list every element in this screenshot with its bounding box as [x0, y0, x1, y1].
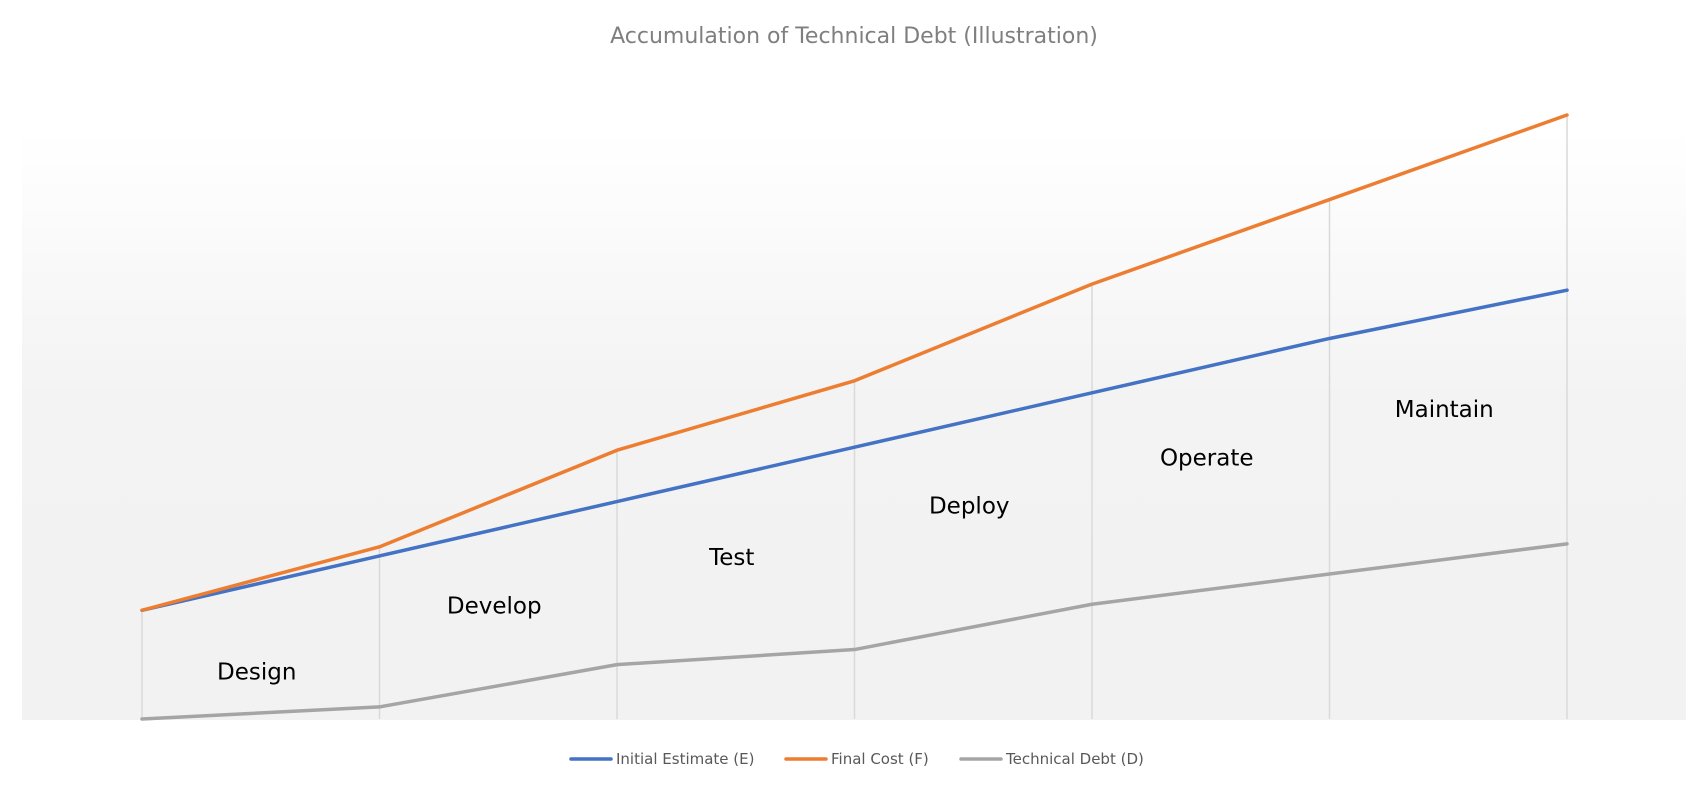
phase-label-1: Develop: [447, 593, 542, 619]
phase-label-2: Test: [708, 545, 754, 571]
gridlines: [141, 115, 1568, 719]
series-line-1: [140, 113, 1569, 613]
phase-label-0: Design: [217, 660, 296, 686]
series-layer: [140, 113, 1569, 721]
series-line-2: [140, 542, 1569, 721]
phase-label-3: Deploy: [929, 494, 1010, 520]
phase-labels: Design Develop Test Deploy Operate Maintain: [217, 397, 1494, 686]
legend-label-1: Final Cost (F): [831, 750, 929, 768]
phase-label-4: Operate: [1160, 445, 1254, 471]
legend-label-0: Initial Estimate (E): [616, 750, 754, 768]
legend: Initial Estimate (E) Final Cost (F) Techni…: [569, 750, 1144, 768]
series-line-0: [140, 288, 1569, 613]
chart-title: Accumulation of Technical Debt (Illustra…: [610, 24, 1098, 49]
phase-label-5: Maintain: [1395, 397, 1494, 423]
legend-label-2: Technical Debt (D): [1005, 750, 1144, 768]
